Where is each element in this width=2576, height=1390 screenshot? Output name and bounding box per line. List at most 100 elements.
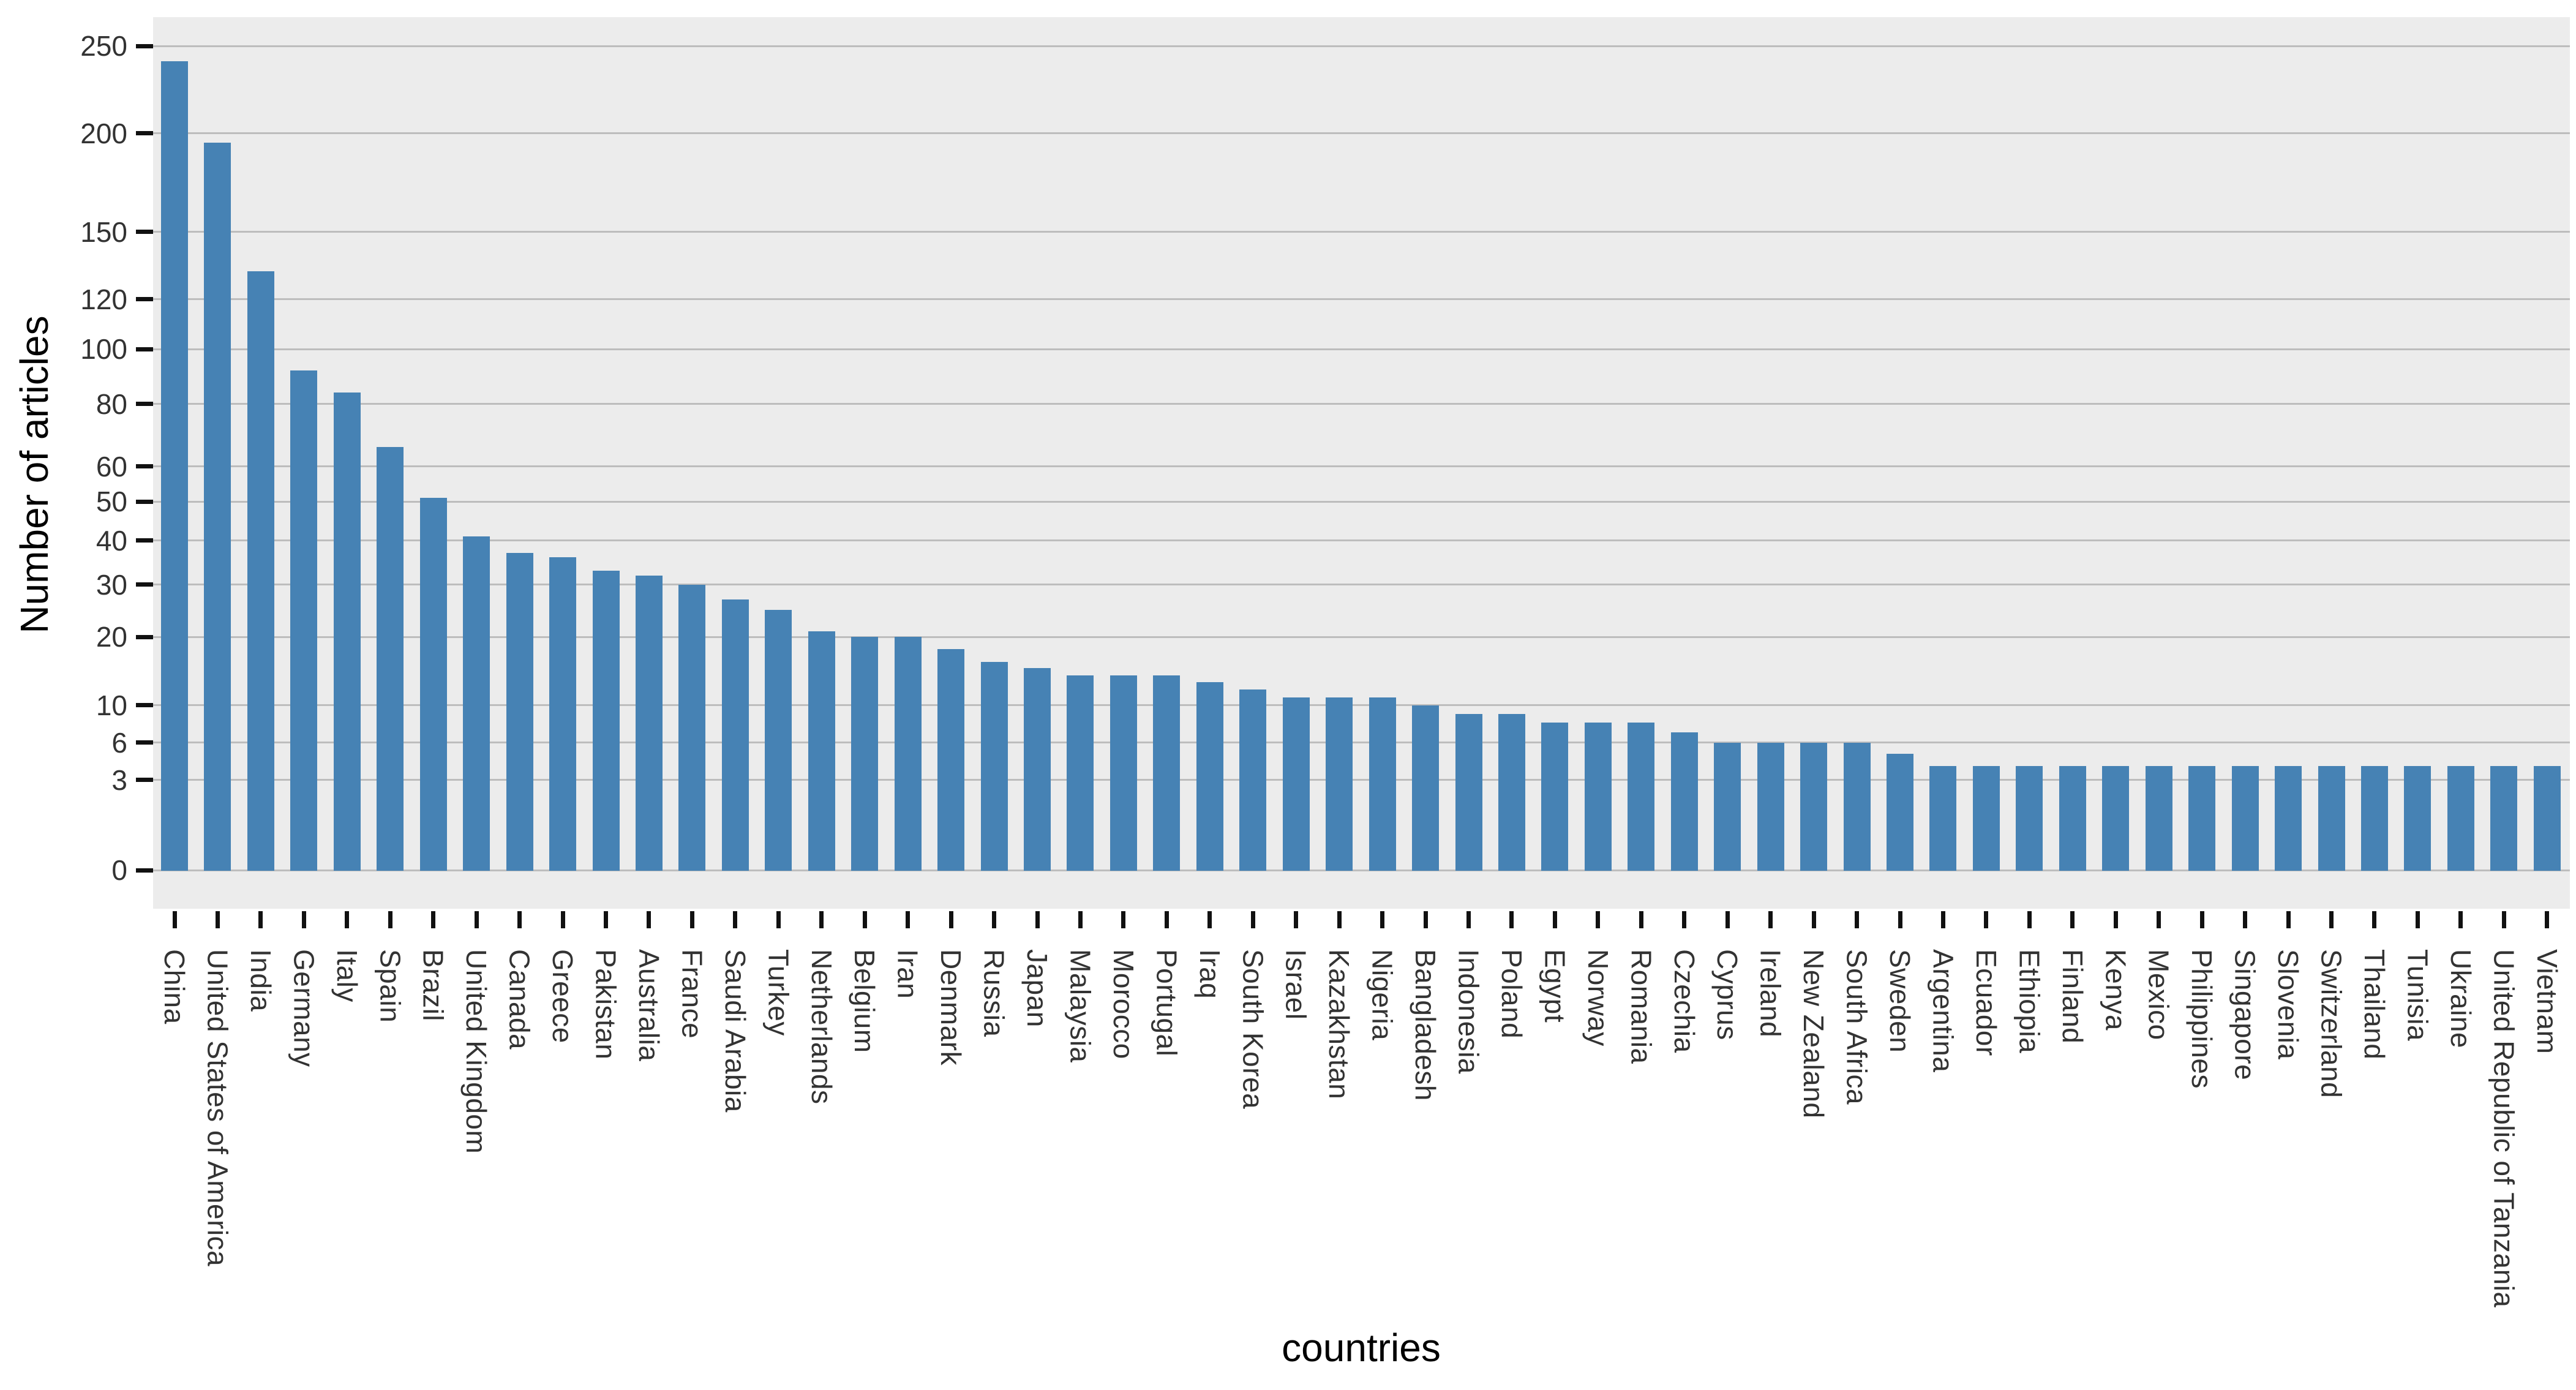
bar-ethiopia xyxy=(2016,765,2043,871)
y-axis-tick xyxy=(136,499,153,504)
x-tick-label: Kazakhstan xyxy=(1323,949,1356,1100)
x-axis-tick xyxy=(2458,911,2463,928)
x-axis-tick xyxy=(1078,911,1083,928)
x-tick-label: Saudi Arabia xyxy=(719,949,751,1113)
x-axis-tick xyxy=(2243,911,2248,928)
x-tick-label: Malaysia xyxy=(1064,949,1097,1063)
bar-portugal xyxy=(1153,675,1181,871)
x-tick-label: Belgium xyxy=(849,949,881,1053)
bar-japan xyxy=(1024,668,1051,871)
y-tick-label: 10 xyxy=(96,689,127,721)
x-axis-tick xyxy=(992,911,997,928)
x-tick-label: Iraq xyxy=(1193,949,1226,999)
bar-switzerland xyxy=(2318,765,2345,871)
bar-saudi-arabia xyxy=(721,599,749,871)
bar-kenya xyxy=(2102,765,2130,871)
x-tick-label: Finland xyxy=(2056,949,2089,1044)
bar-finland xyxy=(2059,765,2086,871)
y-tick-label: 3 xyxy=(111,764,127,796)
y-tick-label: 20 xyxy=(96,621,127,653)
gridline xyxy=(153,465,2570,468)
x-axis-tick xyxy=(1768,911,1773,928)
bar-south-africa xyxy=(1843,742,1871,871)
x-tick-label: Brazil xyxy=(417,949,449,1022)
x-axis-tick xyxy=(948,911,953,928)
bar-slovenia xyxy=(2275,765,2302,871)
x-tick-label: Bangladesh xyxy=(1410,949,1442,1101)
x-axis-tick xyxy=(2372,911,2377,928)
x-tick-label: China xyxy=(159,949,190,1024)
bar-china xyxy=(161,61,188,871)
x-axis-tick xyxy=(1380,911,1385,928)
x-tick-label: Portugal xyxy=(1151,949,1183,1057)
bar-czechia xyxy=(1670,732,1698,871)
gridline xyxy=(153,779,2570,781)
y-tick-label: 60 xyxy=(96,450,127,483)
bar-united-states-of-america xyxy=(204,142,231,871)
x-tick-label: Nigeria xyxy=(1366,949,1399,1041)
gridline xyxy=(153,132,2570,134)
y-tick-label: 0 xyxy=(111,854,127,886)
x-tick-label: Denmark xyxy=(935,949,967,1066)
gridline xyxy=(153,403,2570,405)
x-tick-label: Ethiopia xyxy=(2013,949,2046,1054)
bar-mexico xyxy=(2145,765,2172,871)
y-tick-label: 30 xyxy=(96,568,127,601)
x-tick-label: Mexico xyxy=(2142,949,2175,1040)
x-tick-label: Canada xyxy=(503,949,536,1050)
y-axis-tick xyxy=(136,538,153,543)
x-axis-tick xyxy=(1811,911,1816,928)
y-tick-label: 6 xyxy=(111,726,127,759)
y-axis-tick xyxy=(136,582,153,587)
y-axis-tick xyxy=(136,230,153,235)
x-tick-label: Ecuador xyxy=(1970,949,2002,1056)
x-axis-tick xyxy=(1725,911,1730,928)
bar-new-zealand xyxy=(1800,742,1828,871)
x-axis-tick xyxy=(733,911,738,928)
x-axis-tick xyxy=(215,911,220,928)
bar-romania xyxy=(1628,723,1655,871)
x-axis-tick xyxy=(1682,911,1687,928)
gridline xyxy=(153,742,2570,744)
x-axis-tick xyxy=(1294,911,1299,928)
bar-france xyxy=(678,584,706,871)
x-tick-label: Ukraine xyxy=(2444,949,2477,1049)
x-axis-tick xyxy=(1940,911,1945,928)
x-tick-label: United States of America xyxy=(201,949,234,1267)
x-tick-label: Israel xyxy=(1280,949,1312,1020)
bar-philippines xyxy=(2188,765,2216,871)
x-tick-label: Greece xyxy=(547,949,579,1043)
x-axis-tick xyxy=(1035,911,1040,928)
x-axis-tick xyxy=(517,911,522,928)
gridline xyxy=(153,500,2570,503)
x-axis-tick xyxy=(1552,911,1557,928)
x-tick-label: Spain xyxy=(374,949,407,1023)
y-axis-tick xyxy=(136,131,153,135)
x-tick-label: Ireland xyxy=(1754,949,1787,1038)
bar-belgium xyxy=(851,637,879,871)
x-tick-label: Iran xyxy=(892,949,924,999)
gridline xyxy=(153,636,2570,638)
x-axis-tick xyxy=(1250,911,1255,928)
bar-ecuador xyxy=(1972,765,2000,871)
x-tick-label: Germany xyxy=(288,949,320,1067)
bar-south-korea xyxy=(1239,689,1267,871)
bar-iraq xyxy=(1196,682,1223,871)
x-tick-label: Norway xyxy=(1582,949,1614,1046)
x-tick-label: France xyxy=(676,949,708,1039)
y-tick-label: 120 xyxy=(80,283,127,315)
x-tick-label: Poland xyxy=(1495,949,1528,1039)
x-axis-tick xyxy=(1207,911,1212,928)
bar-egypt xyxy=(1541,723,1569,871)
x-tick-label: Tunisia xyxy=(2401,949,2434,1042)
x-tick-label: Czechia xyxy=(1668,949,1700,1053)
x-tick-label: Slovenia xyxy=(2272,949,2305,1060)
y-tick-label: 40 xyxy=(96,524,127,557)
y-axis-tick xyxy=(136,43,153,48)
x-axis-tick xyxy=(1164,911,1169,928)
bar-tunisia xyxy=(2404,765,2431,871)
bar-australia xyxy=(635,575,663,871)
x-axis-tick xyxy=(1596,911,1601,928)
x-axis-tick xyxy=(1639,911,1643,928)
